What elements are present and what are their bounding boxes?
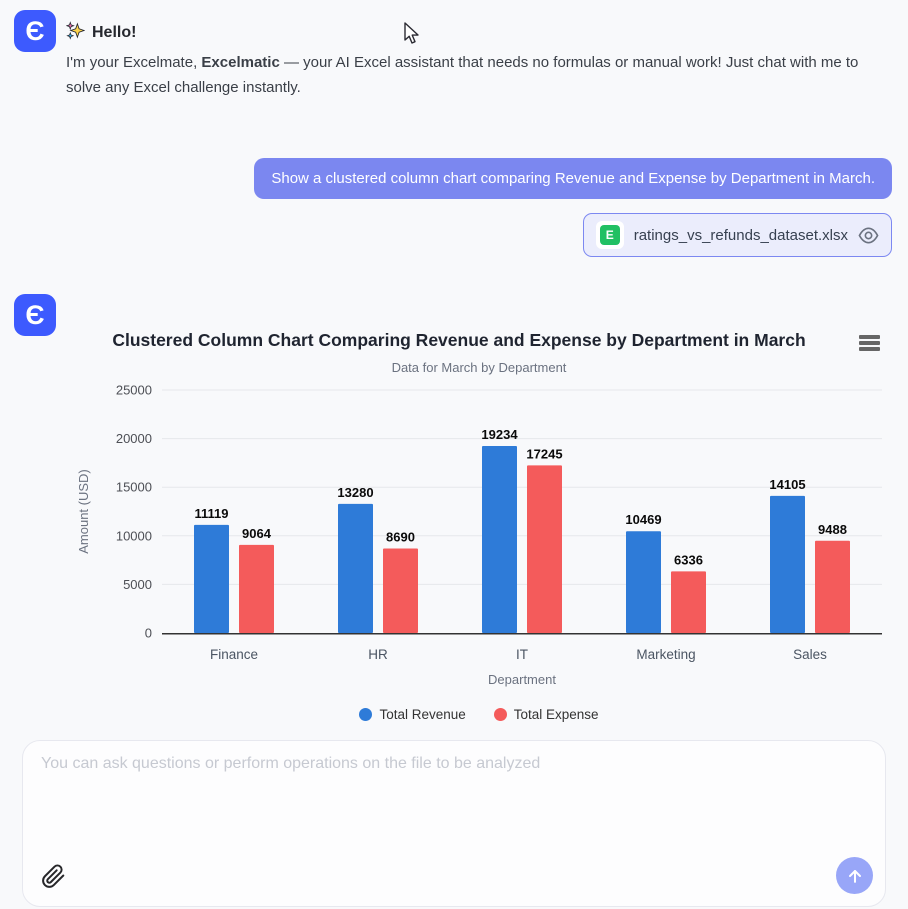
legend-item-total-revenue[interactable]: Total Revenue [359,707,466,722]
y-tick-label: 15000 [116,480,152,495]
y-tick-label: 25000 [116,383,152,398]
greeting-text: Hello! [92,24,137,41]
y-tick-label: 5000 [123,577,152,592]
user-message-bubble: Show a clustered column chart comparing … [254,158,892,199]
bar-total-expense-marketing[interactable] [671,571,706,633]
logo-letter: Є [25,15,45,46]
file-attachment-chip[interactable]: E ratings_vs_refunds_dataset.xlsx [582,213,892,257]
chart-card: Clustered Column Chart Comparing Revenue… [64,330,894,722]
excel-file-icon: E [595,221,624,249]
assistant-avatar: Є [14,294,56,336]
legend-dot [359,708,373,721]
attachment-filename: ratings_vs_refunds_dataset.xlsx [633,226,848,244]
chart-legend: Total Revenue Total Expense [64,707,894,722]
intro-part1: I'm your Excelmate, [66,54,202,71]
legend-label: Total Expense [513,707,599,722]
bar-value-label: 19234 [481,427,518,442]
x-tick-label: Finance [210,647,258,662]
x-tick-label: IT [516,647,528,662]
y-axis-title: Amount (USD) [76,469,91,554]
mouse-cursor-icon [403,22,423,51]
bar-total-expense-sales[interactable] [815,540,850,633]
bar-value-label: 17245 [526,446,562,461]
paperclip-icon[interactable] [41,864,66,892]
x-tick-label: Sales [793,647,827,662]
user-message-text: Show a clustered column chart comparing … [271,170,875,187]
bar-value-label: 9064 [242,526,272,541]
bar-total-expense-finance[interactable] [239,544,274,633]
preview-eye-icon[interactable] [858,225,879,246]
chart-title: Clustered Column Chart Comparing Revenue… [112,330,806,350]
bar-value-label: 14105 [769,477,805,492]
legend-item-total-expense[interactable]: Total Expense [493,707,599,722]
bar-total-revenue-sales[interactable] [770,495,805,633]
x-tick-label: HR [368,647,388,662]
legend-dot [493,708,507,721]
chat-input[interactable] [41,755,861,845]
clustered-column-chart: 0 5000 10000 15000 20000 25000 Amount (USD) 111… [76,383,882,687]
send-button[interactable] [836,857,873,894]
greeting-row: Hello! [65,21,137,45]
bar-value-label: 11119 [195,506,229,521]
bar-total-revenue-it[interactable] [482,446,517,633]
x-tick-label: Marketing [636,647,695,662]
bar-value-label: 9488 [818,522,847,537]
bar-value-label: 8690 [386,530,415,545]
chart-subtitle: Data for March by Department [391,360,567,375]
intro-part2: — your AI Excel assistant that needs no … [66,54,859,96]
bar-total-expense-it[interactable] [527,465,562,633]
bar-total-revenue-marketing[interactable] [626,531,661,633]
intro-bold-name: Excelmatic [201,54,280,71]
bar-total-expense-hr[interactable] [383,548,418,633]
legend-label: Total Revenue [379,707,466,722]
intro-message: I'm your Excelmate, Excelmatic — your AI… [66,50,894,100]
bar-value-label: 13280 [337,485,373,500]
chart-context-menu-icon[interactable] [857,333,882,353]
logo-letter: Є [25,299,45,330]
excel-file-icon-letter: E [599,225,620,245]
bar-value-label: 10469 [625,512,661,527]
assistant-avatar: Є [14,10,56,52]
y-tick-label: 10000 [116,528,152,543]
bar-total-revenue-hr[interactable] [338,503,373,633]
sparkles-icon [65,21,86,45]
bar-value-label: 6336 [674,552,703,567]
bar-total-revenue-finance[interactable] [194,524,229,633]
y-tick-label: 20000 [116,431,152,446]
message-composer [22,740,886,907]
x-axis-title: Department [488,672,556,687]
chart-title-row: Clustered Column Chart Comparing Revenue… [64,330,894,351]
y-tick-label: 0 [145,626,152,641]
